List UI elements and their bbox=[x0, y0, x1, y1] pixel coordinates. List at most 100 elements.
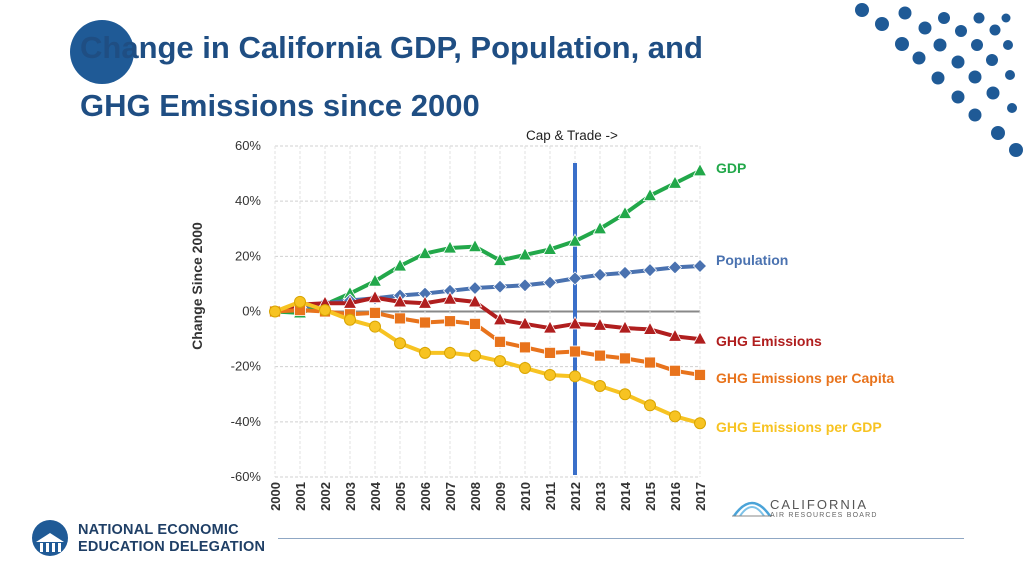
data-point bbox=[692, 331, 708, 345]
data-point bbox=[517, 247, 533, 261]
x-tick-label: 2011 bbox=[543, 482, 558, 510]
data-point bbox=[667, 175, 683, 189]
data-point bbox=[319, 304, 331, 317]
data-point bbox=[592, 220, 608, 235]
series-ghg_per_gdp bbox=[269, 295, 706, 430]
data-point bbox=[469, 349, 481, 362]
legend-label-ghg_per_gdp: GHG Emissions per GDP bbox=[716, 419, 882, 435]
data-point bbox=[494, 355, 506, 368]
data-point bbox=[592, 267, 608, 282]
slide-title-line-2: GHG Emissions since 2000 bbox=[80, 88, 480, 123]
data-point bbox=[692, 162, 708, 177]
data-point bbox=[394, 312, 406, 325]
data-point bbox=[442, 291, 458, 305]
data-point bbox=[644, 399, 656, 412]
y-tick-label: 60% bbox=[235, 138, 261, 153]
series-layer bbox=[267, 162, 708, 430]
data-point bbox=[419, 346, 431, 359]
data-point bbox=[592, 317, 608, 331]
data-point bbox=[392, 258, 408, 272]
footer-divider bbox=[278, 538, 964, 539]
x-tick-label: 2007 bbox=[443, 482, 458, 511]
data-point bbox=[367, 273, 383, 287]
org-name-line-2: EDUCATION DELEGATION bbox=[78, 539, 266, 555]
data-point bbox=[642, 187, 658, 202]
need-globe-logo-icon bbox=[32, 520, 68, 556]
data-point bbox=[444, 346, 456, 359]
x-tick-label: 2012 bbox=[568, 482, 583, 511]
data-point bbox=[417, 245, 433, 259]
carb-name: CALIFORNIA bbox=[770, 497, 869, 512]
data-point bbox=[617, 265, 633, 280]
y-tick-label: -60% bbox=[231, 469, 262, 484]
legend-label-population: Population bbox=[716, 252, 788, 268]
x-tick-label: 2000 bbox=[268, 482, 283, 511]
data-point bbox=[544, 368, 556, 381]
legend-label-gdp: GDP bbox=[716, 160, 746, 176]
x-tick-label: 2017 bbox=[693, 482, 708, 511]
x-tick-label: 2010 bbox=[518, 482, 533, 511]
data-point bbox=[269, 305, 281, 318]
cap-and-trade-annotation: Cap & Trade -> bbox=[526, 128, 618, 143]
data-point bbox=[619, 388, 631, 401]
x-tick-label: 2015 bbox=[643, 482, 658, 511]
data-point bbox=[419, 316, 431, 329]
data-point bbox=[494, 335, 506, 348]
x-tick-label: 2008 bbox=[468, 482, 483, 511]
data-point bbox=[642, 321, 658, 335]
data-point bbox=[692, 258, 708, 274]
y-tick-label: 40% bbox=[235, 193, 261, 208]
x-tick-label: 2003 bbox=[343, 482, 358, 511]
x-tick-label: 2001 bbox=[293, 482, 308, 511]
data-point bbox=[569, 370, 581, 383]
data-point bbox=[644, 356, 656, 369]
data-point bbox=[542, 275, 558, 290]
data-point bbox=[669, 410, 681, 423]
data-point bbox=[619, 352, 631, 365]
data-point bbox=[519, 341, 531, 354]
data-point bbox=[667, 260, 683, 275]
data-point bbox=[517, 278, 533, 293]
data-point bbox=[642, 263, 658, 278]
x-axis-ticks: 2000 2001 2002 2003 2004 2005 2006 2007 2008 2009… bbox=[268, 481, 708, 511]
data-point bbox=[469, 318, 481, 330]
data-point bbox=[344, 313, 356, 326]
y-tick-label: -40% bbox=[231, 414, 262, 429]
data-point bbox=[519, 362, 531, 375]
data-point bbox=[492, 252, 508, 266]
x-tick-label: 2006 bbox=[418, 482, 433, 511]
data-point bbox=[467, 294, 483, 308]
data-point bbox=[694, 417, 706, 430]
data-point bbox=[294, 295, 306, 308]
y-axis-ticks: 60% 40% 20% 0% -20% -40% -60% bbox=[231, 138, 262, 484]
carb-logo-icon bbox=[732, 501, 772, 517]
y-tick-label: 0% bbox=[242, 304, 261, 319]
x-tick-label: 2014 bbox=[618, 481, 633, 511]
data-point bbox=[617, 320, 633, 334]
data-point bbox=[369, 320, 381, 333]
y-tick-label: -20% bbox=[231, 359, 262, 374]
data-point bbox=[342, 295, 358, 309]
data-point bbox=[492, 279, 508, 294]
title-accent-circle bbox=[70, 20, 134, 84]
legend-label-ghg: GHG Emissions bbox=[716, 333, 822, 349]
x-tick-label: 2005 bbox=[393, 482, 408, 511]
data-point bbox=[444, 315, 456, 328]
x-tick-label: 2009 bbox=[493, 482, 508, 511]
y-tick-label: 20% bbox=[235, 248, 261, 263]
data-point bbox=[467, 238, 483, 253]
data-point bbox=[567, 316, 583, 330]
x-tick-label: 2004 bbox=[368, 481, 383, 511]
data-point bbox=[694, 369, 706, 381]
data-point bbox=[567, 233, 583, 247]
data-point bbox=[667, 328, 683, 342]
y-axis-label: Change Since 2000 bbox=[189, 222, 205, 350]
slide-title-line-1: Change in California GDP, Population, an… bbox=[80, 30, 703, 65]
x-tick-label: 2002 bbox=[318, 482, 333, 511]
data-point bbox=[392, 294, 408, 308]
data-point bbox=[394, 337, 406, 350]
data-point bbox=[367, 289, 383, 304]
legend: GDP Population GHG Emissions GHG Emissions … bbox=[716, 160, 894, 435]
